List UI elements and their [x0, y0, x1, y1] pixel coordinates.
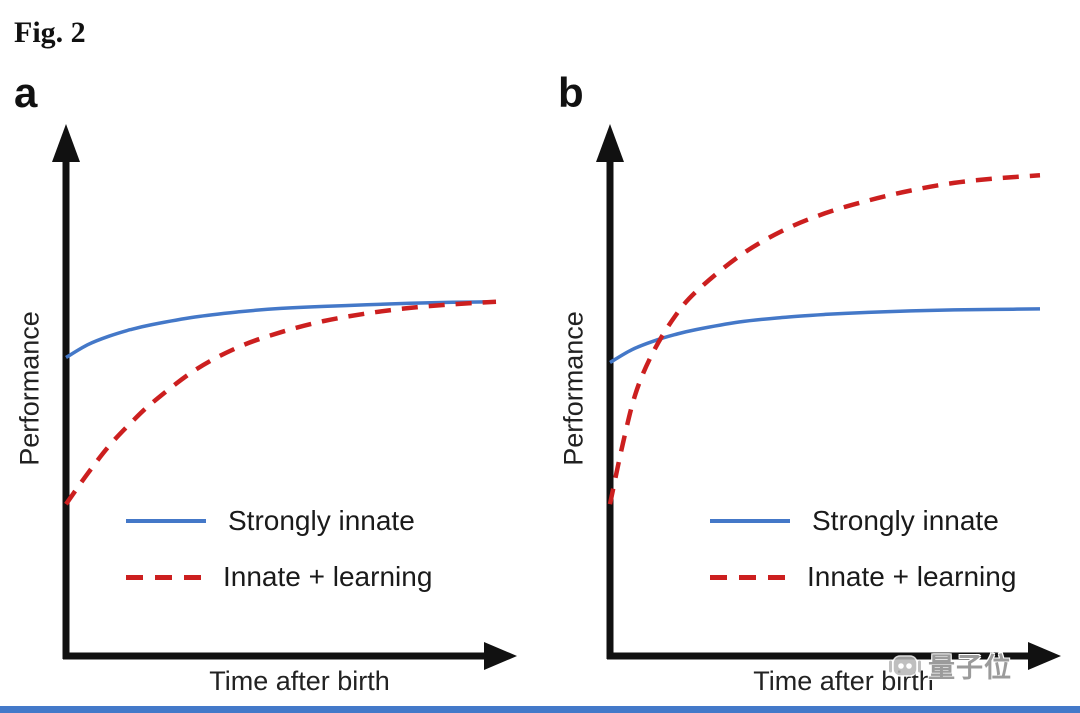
- y-axis-arrow-icon: [52, 124, 80, 162]
- legend-label: Innate + learning: [223, 561, 433, 592]
- panel-b-plot: [596, 124, 1061, 670]
- dashed-line-sample: [126, 574, 201, 580]
- panel-a-label: a: [14, 69, 38, 116]
- bottom-bar: [0, 706, 1080, 713]
- legend-item-strongly-innate: Strongly innate: [710, 505, 1016, 537]
- curve-innate-learning: [607, 173, 1041, 505]
- solid-line-sample: [710, 519, 790, 523]
- figure-label: Fig. 2: [14, 16, 86, 49]
- x-axis-arrow-icon: [1028, 642, 1061, 670]
- y-axis-label: Performance: [558, 311, 589, 466]
- legend: Strongly innate Innate + learning: [710, 505, 1016, 593]
- dashed-line-sample: [710, 574, 785, 580]
- curve-strongly-innate: [609, 307, 1041, 365]
- qbitai-watermark: 量子位: [888, 646, 1012, 685]
- solid-line-sample: [126, 519, 206, 523]
- panel-a: a Performance Time after birth Strongly …: [8, 72, 533, 713]
- panel-a-plot: [52, 124, 517, 670]
- panel-b-label: b: [558, 69, 584, 116]
- legend-item-strongly-innate: Strongly innate: [126, 505, 432, 537]
- legend-label: Innate + learning: [807, 561, 1017, 592]
- legend: Strongly innate Innate + learning: [126, 505, 432, 593]
- axes: [596, 124, 1061, 670]
- x-axis-arrow-icon: [484, 642, 517, 670]
- panel-b: b Performance Time after birth Strongly …: [552, 72, 1077, 713]
- legend-item-innate-learning: Innate + learning: [710, 561, 1016, 593]
- legend-item-innate-learning: Innate + learning: [126, 561, 432, 593]
- curve-innate-learning: [64, 299, 497, 506]
- y-axis-arrow-icon: [596, 124, 624, 162]
- legend-label: Strongly innate: [812, 505, 999, 536]
- y-axis-label: Performance: [14, 311, 45, 466]
- curves: [607, 173, 1041, 505]
- curves: [64, 299, 497, 506]
- x-axis-label: Time after birth: [209, 666, 390, 696]
- legend-label: Strongly innate: [228, 505, 415, 536]
- watermark-text: 量子位: [928, 653, 1012, 683]
- axes: [52, 124, 517, 670]
- curve-strongly-innate: [65, 300, 497, 360]
- qbitai-logo-icon: [889, 654, 921, 677]
